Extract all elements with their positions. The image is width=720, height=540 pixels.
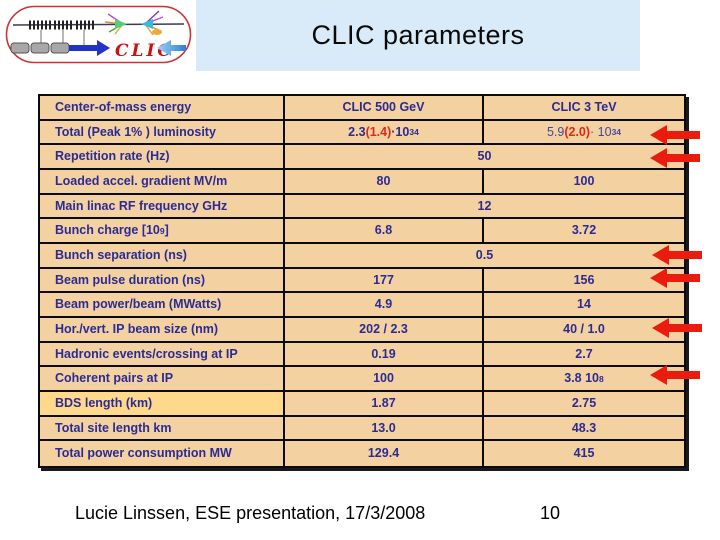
red-arrow-icon <box>650 268 700 288</box>
red-arrow-icon <box>652 318 702 338</box>
page-title: CLIC parameters <box>311 20 525 50</box>
cell-value: 202 / 2.3 <box>285 317 484 343</box>
red-arrow-icon <box>650 148 700 168</box>
footer-credit: Lucie Linssen, ESE presentation, 17/3/20… <box>75 503 426 523</box>
cell-value: 100 <box>285 367 484 392</box>
row-label: Repetition rate (Hz) <box>40 145 285 170</box>
red-arrow-icon <box>650 365 700 385</box>
cell-value: 40 / 1.0 <box>484 318 684 343</box>
row-label: Center-of-mass energy <box>40 96 285 121</box>
cell-value: 177 <box>285 268 484 294</box>
cell-value: 0.19 <box>285 342 484 368</box>
red-arrow-icon <box>650 125 700 145</box>
cell-value: 3.8 10 8 <box>484 367 684 392</box>
cell-value: 5.9 (2.0) · 10 34 <box>484 121 684 146</box>
row-label: Hadronic events/crossing at IP <box>40 342 285 368</box>
page-number: 10 <box>540 503 561 523</box>
cell-value: 48.3 <box>484 417 684 442</box>
cell-value: 13.0 <box>285 416 484 442</box>
row-label: Coherent pairs at IP <box>40 367 285 392</box>
row-label-highlighted: BDS length (km) <box>40 391 285 417</box>
cell-value: 3.72 <box>484 219 684 244</box>
row-label: Total site length km <box>40 416 285 442</box>
cell-value: 2.75 <box>484 392 684 417</box>
cell-value-merged: 0.5 <box>285 244 684 269</box>
cell-value: 156 <box>484 269 684 294</box>
cell-value: 415 <box>573 446 595 461</box>
title-bar: CLIC parameters <box>196 0 640 71</box>
row-label: Bunch separation (ns) <box>40 243 285 269</box>
row-label: Loaded accel. gradient MV/m <box>40 169 285 195</box>
cell-value: 6.8 <box>285 219 484 244</box>
cell-value: 129.4 <box>285 441 484 466</box>
row-label: Total (Peak 1% ) luminosity <box>40 120 285 146</box>
cell-value: 100 <box>484 170 684 195</box>
column-header-clic3tev: CLIC 3 TeV <box>484 96 684 121</box>
row-label: Main linac RF frequency GHz <box>40 194 285 220</box>
clic-logo-icon: CLIC <box>5 5 192 64</box>
row-label: Bunch charge [10 9] <box>40 219 285 244</box>
cell-value-merged: 12 <box>285 195 684 220</box>
clic-logo-text: CLIC <box>115 41 174 61</box>
cell-value: 1.87 <box>285 391 484 417</box>
row-label: Hor./vert. IP beam size (nm) <box>40 317 285 343</box>
row-label: Total power consumption MW <box>40 441 285 466</box>
red-arrow-icon <box>652 245 702 265</box>
cell-value: 14 <box>484 293 684 318</box>
row-label: Beam pulse duration (ns) <box>40 268 285 294</box>
cell-value: 2.7 <box>484 343 684 368</box>
cell-value: 2.3 (1.4) ·10 34 <box>285 120 484 146</box>
cell-value: 80 <box>285 169 484 195</box>
column-header-clic500: CLIC 500 GeV <box>285 96 484 121</box>
parameters-table: Center-of-mass energy CLIC 500 GeV CLIC … <box>38 94 686 468</box>
cell-value: 4.9 <box>285 293 484 318</box>
cell-value-merged: 50 <box>285 145 684 170</box>
row-label: Beam power/beam (MWatts) <box>40 293 285 318</box>
